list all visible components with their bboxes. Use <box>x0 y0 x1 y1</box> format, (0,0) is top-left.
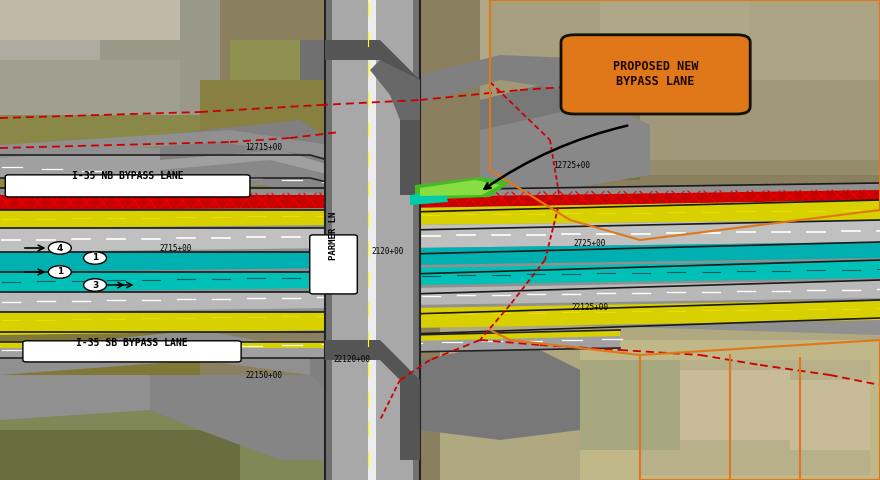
Bar <box>600 0 750 50</box>
Polygon shape <box>420 180 500 196</box>
Text: PARMER LN: PARMER LN <box>329 212 338 260</box>
Polygon shape <box>0 280 880 312</box>
Bar <box>440 310 880 480</box>
FancyBboxPatch shape <box>561 35 750 114</box>
Bar <box>480 60 880 160</box>
Polygon shape <box>400 55 660 110</box>
Text: 22125+00: 22125+00 <box>571 303 608 312</box>
Bar <box>200 80 360 200</box>
Bar <box>750 0 880 80</box>
Polygon shape <box>0 200 880 228</box>
Polygon shape <box>325 340 420 460</box>
Polygon shape <box>410 190 448 205</box>
Circle shape <box>48 242 71 254</box>
Polygon shape <box>0 183 880 335</box>
Circle shape <box>48 266 71 278</box>
Text: 2725+00: 2725+00 <box>574 240 605 249</box>
Polygon shape <box>300 320 420 420</box>
Polygon shape <box>415 177 510 200</box>
Bar <box>0 430 240 480</box>
Polygon shape <box>0 330 620 358</box>
Bar <box>230 40 360 80</box>
Text: 3: 3 <box>92 280 99 289</box>
Bar <box>0 310 200 375</box>
Text: 12715+00: 12715+00 <box>246 144 282 153</box>
Polygon shape <box>160 160 330 195</box>
Bar <box>490 0 880 175</box>
Polygon shape <box>480 60 700 130</box>
Bar <box>580 360 680 450</box>
FancyBboxPatch shape <box>5 175 250 197</box>
Bar <box>500 100 640 180</box>
Text: PROPOSED NEW
BYPASS LANE: PROPOSED NEW BYPASS LANE <box>612 60 699 88</box>
Polygon shape <box>360 80 400 210</box>
Polygon shape <box>0 155 380 195</box>
Text: 22150+00: 22150+00 <box>246 371 282 380</box>
Bar <box>480 0 880 60</box>
Bar <box>0 0 220 115</box>
FancyBboxPatch shape <box>23 341 241 362</box>
Polygon shape <box>0 220 880 252</box>
Text: 22120+00: 22120+00 <box>334 356 370 364</box>
Polygon shape <box>0 330 310 375</box>
Text: 1: 1 <box>56 267 63 276</box>
Bar <box>680 370 790 440</box>
Polygon shape <box>420 340 580 440</box>
Text: 4: 4 <box>56 243 63 252</box>
Text: 12725+00: 12725+00 <box>554 160 590 169</box>
Polygon shape <box>0 260 880 292</box>
Bar <box>0 165 200 310</box>
Circle shape <box>84 279 106 291</box>
Circle shape <box>84 252 106 264</box>
Text: 2715+00: 2715+00 <box>160 243 192 252</box>
Polygon shape <box>325 40 420 195</box>
Polygon shape <box>0 300 880 335</box>
Polygon shape <box>0 148 420 195</box>
Polygon shape <box>300 40 400 210</box>
Bar <box>580 340 880 480</box>
Bar <box>325 0 420 480</box>
Bar <box>0 390 350 480</box>
FancyBboxPatch shape <box>310 235 357 294</box>
Bar <box>790 380 870 450</box>
Polygon shape <box>150 375 360 460</box>
Bar <box>332 0 413 480</box>
Polygon shape <box>0 190 880 210</box>
Polygon shape <box>0 130 330 158</box>
Bar <box>640 360 870 475</box>
Text: I-35 SB BYPASS LANE: I-35 SB BYPASS LANE <box>77 338 187 348</box>
Bar <box>0 60 180 115</box>
Bar <box>368 0 376 480</box>
Text: 2120+00: 2120+00 <box>371 248 403 256</box>
Polygon shape <box>0 375 150 420</box>
Text: I-35 NB BYPASS LANE: I-35 NB BYPASS LANE <box>72 171 183 181</box>
Polygon shape <box>0 330 620 348</box>
Polygon shape <box>0 242 880 272</box>
Bar <box>0 0 180 40</box>
Text: 1: 1 <box>92 253 99 263</box>
Bar <box>0 0 100 60</box>
Bar <box>0 115 260 165</box>
Polygon shape <box>160 120 330 165</box>
Polygon shape <box>370 60 420 120</box>
Polygon shape <box>480 100 650 200</box>
